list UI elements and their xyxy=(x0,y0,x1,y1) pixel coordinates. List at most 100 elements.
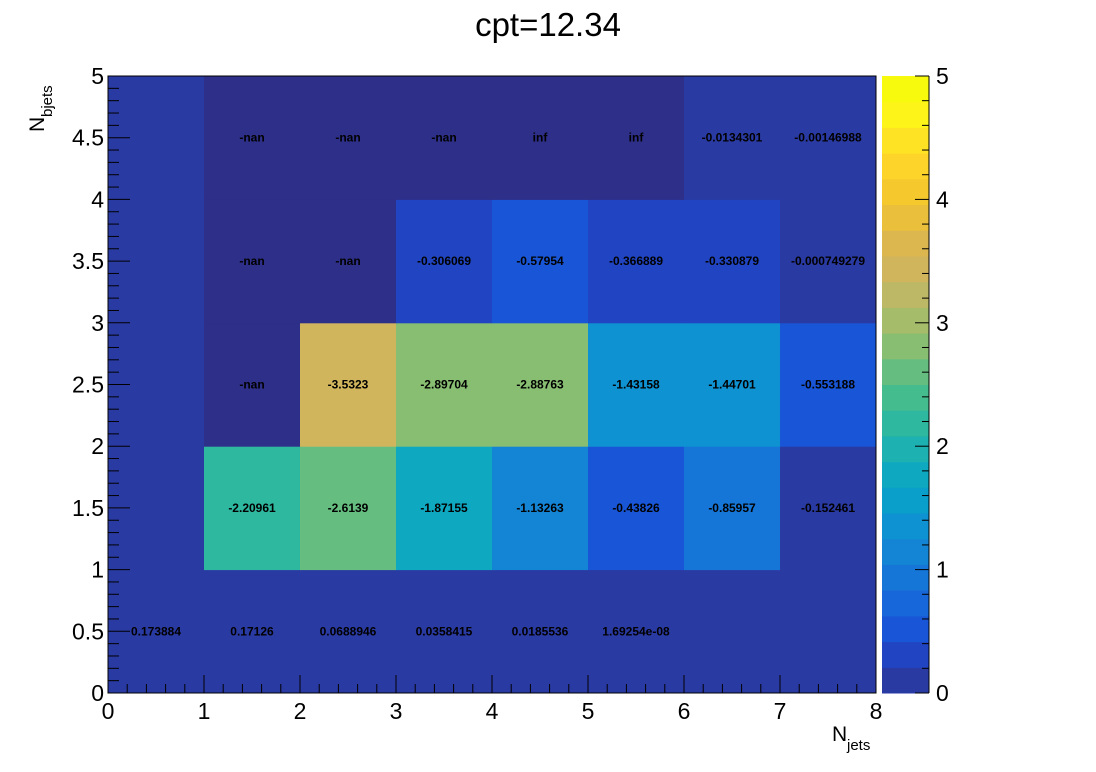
cell-value-label: -2.89704 xyxy=(420,378,468,392)
cell-labels: 0.173884 0.17126 0.0688946 0.0358415 0.01855… xyxy=(131,131,865,639)
heatmap-cell xyxy=(684,446,781,571)
cell-value-label: -0.152461 xyxy=(801,501,855,515)
cell-value-label: -1.44701 xyxy=(708,378,756,392)
color-scale-segment xyxy=(882,178,929,206)
heatmap-cell xyxy=(684,322,781,447)
x-tick-label: 2 xyxy=(294,698,307,724)
y-tick-label: 4 xyxy=(91,186,104,212)
cell-value-label: 0.173884 xyxy=(131,624,181,638)
cell-value-label: 0.17126 xyxy=(230,624,274,638)
x-tick-label: 1 xyxy=(198,698,211,724)
color-scale-segment xyxy=(882,590,929,617)
x-axis: 0 1 2 3 4 5 6 7 8 xyxy=(102,675,882,724)
heatmap-cell xyxy=(204,446,301,571)
color-scale-segment xyxy=(882,461,929,488)
cell-value-label: -2.20961 xyxy=(228,501,276,515)
cell-value-label: -2.88763 xyxy=(516,378,564,392)
color-scale-segment xyxy=(882,667,929,694)
color-scale-segment xyxy=(882,230,929,257)
heatmap-cell xyxy=(300,322,397,447)
cell-value-label: 0.0185536 xyxy=(512,624,569,638)
color-scale-segment xyxy=(882,333,929,360)
heatmap-cell xyxy=(492,76,589,200)
heatmap-cell xyxy=(300,446,397,571)
heatmap-cell xyxy=(780,322,877,447)
x-tick-label: 6 xyxy=(678,698,691,724)
cell-value-label: -2.6139 xyxy=(328,501,369,515)
x-axis-label-main: N xyxy=(832,723,847,746)
heatmap-cell xyxy=(780,199,877,324)
heatmap-cell xyxy=(492,199,589,324)
color-scale-segment xyxy=(882,487,929,514)
heatmap-cell xyxy=(300,569,397,694)
cell-value-label: 0.0358415 xyxy=(416,624,473,638)
cell-value-label: -0.57954 xyxy=(516,254,564,268)
heatmap-cell xyxy=(204,76,301,200)
y-axis-label-main: N xyxy=(26,117,49,132)
cell-value-label: 1.69254e-08 xyxy=(602,624,670,638)
heatmap-cells xyxy=(108,76,877,694)
cell-value-label: -3.5323 xyxy=(328,378,369,392)
color-scale-tick-label: 3 xyxy=(936,310,949,336)
cell-value-label: -0.000749279 xyxy=(791,254,865,268)
color-scale-segment xyxy=(882,410,929,437)
cell-value-label: -nan xyxy=(239,378,264,392)
color-scale-segment xyxy=(882,255,929,283)
color-scale-tick-label: 2 xyxy=(936,433,949,459)
y-tick-label: 4.5 xyxy=(72,125,104,151)
x-axis-label: N jets xyxy=(832,723,870,754)
y-axis-label: N bjets xyxy=(26,85,56,132)
cell-value-label: 0.0688946 xyxy=(320,624,377,638)
heatmap-cell xyxy=(396,569,493,694)
color-scale-segment xyxy=(882,615,929,643)
heatmap-cell xyxy=(396,76,493,200)
color-scale-segment xyxy=(882,435,929,463)
cell-value-label: -1.13263 xyxy=(516,501,564,515)
cell-value-label: -0.330879 xyxy=(705,254,759,268)
cell-value-label: inf xyxy=(629,131,645,145)
color-scale-tick-label: 0 xyxy=(936,680,949,706)
cell-value-label: -nan xyxy=(239,131,264,145)
color-scale-tick-label: 4 xyxy=(936,186,949,212)
y-tick-label: 0 xyxy=(91,680,104,706)
cell-value-label: -0.306069 xyxy=(417,254,471,268)
color-scale-segment xyxy=(882,153,929,180)
cell-value-label: -0.43826 xyxy=(612,501,660,515)
heatmap-cell xyxy=(396,446,493,571)
y-tick-label: 2.5 xyxy=(72,372,104,398)
heatmap-cell xyxy=(204,199,301,324)
heatmap-cell xyxy=(300,76,397,200)
heatmap-cell xyxy=(780,446,877,571)
cell-value-label: inf xyxy=(533,131,549,145)
color-scale-tick-label: 5 xyxy=(936,63,949,89)
color-scale-segment xyxy=(882,307,929,334)
heatmap-cell xyxy=(588,446,685,571)
color-scale-tick-label: 1 xyxy=(936,557,949,583)
color-scale-segment xyxy=(882,384,929,411)
color-scale-segment xyxy=(882,358,929,385)
cell-value-label: -nan xyxy=(335,254,360,268)
heatmap-cell xyxy=(396,199,493,324)
color-scale-segment xyxy=(882,281,929,308)
color-scale-segment xyxy=(882,101,929,128)
heatmap-cell xyxy=(684,199,781,324)
x-tick-label: 3 xyxy=(390,698,403,724)
x-tick-label: 0 xyxy=(102,698,115,724)
cell-value-label: -0.366889 xyxy=(609,254,663,268)
color-scale-segment xyxy=(882,538,929,565)
y-tick-label: 5 xyxy=(91,63,104,89)
heatmap-cell xyxy=(204,322,301,447)
heatmap-cell xyxy=(588,76,685,200)
color-scale: 0 1 2 3 4 5 xyxy=(882,63,949,706)
cell-value-label: -0.85957 xyxy=(708,501,756,515)
color-scale-segment xyxy=(882,641,929,668)
heatmap-cell xyxy=(588,322,685,447)
y-tick-label: 3.5 xyxy=(72,248,104,274)
cell-value-label: -1.87155 xyxy=(420,501,468,515)
color-scale-segment xyxy=(882,127,929,154)
cell-value-label: -0.00146988 xyxy=(794,131,862,145)
heatmap-cell xyxy=(492,569,589,694)
heatmap-cell xyxy=(684,76,781,200)
cell-value-label: -0.553188 xyxy=(801,378,855,392)
